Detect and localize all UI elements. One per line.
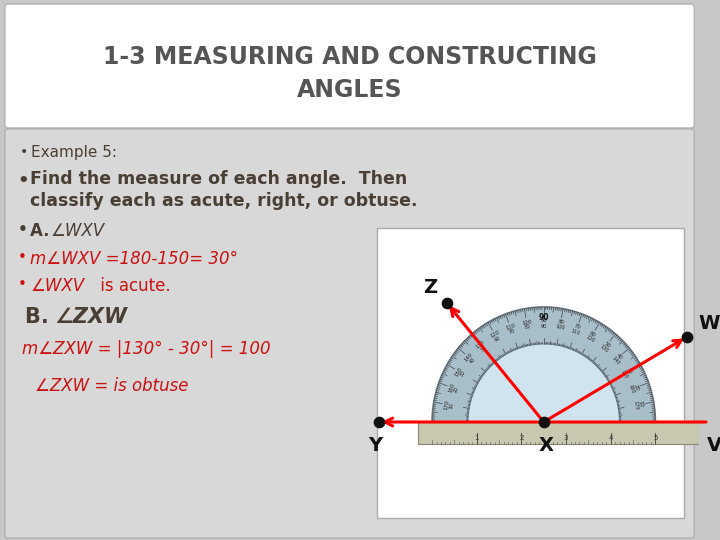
Text: 60: 60 [493,335,501,342]
Text: 1: 1 [474,435,479,441]
Text: Example 5:: Example 5: [31,145,117,160]
Text: m∠WXV =180-150= 30°: m∠WXV =180-150= 30° [30,250,238,268]
Text: 160: 160 [627,384,635,394]
Text: ANGLES: ANGLES [297,78,402,102]
Text: 4: 4 [608,435,613,441]
FancyBboxPatch shape [5,129,694,538]
Text: 70: 70 [508,328,516,335]
Text: 160: 160 [448,382,456,393]
Point [373,417,384,426]
Text: 90: 90 [539,314,549,322]
Text: 40: 40 [615,353,623,361]
Text: ∠WXV: ∠WXV [30,277,84,295]
Text: •: • [17,172,29,190]
Text: 3: 3 [564,435,568,441]
Polygon shape [468,344,619,422]
Text: 60: 60 [589,330,597,339]
Bar [418,422,708,444]
Point [538,417,549,426]
Text: m∠ZXW = |130° - 30°| = 100: m∠ZXW = |130° - 30°| = 100 [22,340,271,358]
Text: Z: Z [423,278,437,297]
Text: 150: 150 [620,369,629,379]
Text: A.: A. [30,222,55,240]
Text: 1-3 MEASURING AND CONSTRUCTING: 1-3 MEASURING AND CONSTRUCTING [103,45,596,69]
Text: is acute.: is acute. [95,277,171,295]
Text: 5: 5 [653,435,657,441]
Text: 80: 80 [557,320,564,326]
Text: 100: 100 [521,319,532,326]
Text: 110: 110 [570,328,581,336]
Text: 140: 140 [611,355,620,366]
Text: 130: 130 [475,340,486,350]
Text: 130: 130 [598,343,609,353]
Text: 30: 30 [459,370,467,378]
Text: 30: 30 [625,367,632,376]
Text: 90: 90 [541,323,546,328]
Circle shape [541,419,546,425]
Text: Y: Y [368,436,382,455]
Text: 20: 20 [632,383,639,392]
Text: V: V [707,436,720,455]
Text: •: • [17,277,27,292]
Text: •: • [17,250,27,265]
Text: 120: 120 [489,330,500,339]
Text: 140: 140 [464,352,474,362]
Text: 50: 50 [480,345,488,353]
FancyBboxPatch shape [377,228,683,518]
Text: Find the measure of each angle.  Then: Find the measure of each angle. Then [30,170,408,188]
Text: classify each as acute, right, or obtuse.: classify each as acute, right, or obtuse… [30,192,418,210]
Text: 10: 10 [637,401,644,408]
Text: 110: 110 [505,323,516,331]
Text: •: • [19,145,27,159]
Text: 170: 170 [444,399,451,410]
Text: 120: 120 [585,334,595,343]
Text: •: • [17,222,27,237]
FancyBboxPatch shape [5,4,694,128]
Point [681,333,693,341]
Text: ∠ZXW: ∠ZXW [55,307,127,327]
Point [441,299,453,308]
Text: 2: 2 [519,435,523,441]
Text: 170: 170 [632,400,639,410]
Text: 40: 40 [469,356,476,365]
Text: 50: 50 [603,341,611,349]
Text: 70: 70 [573,323,581,330]
Text: 80: 80 [524,325,531,330]
Text: 150: 150 [454,366,464,377]
Text: 20: 20 [453,386,459,393]
Point [703,417,714,426]
Text: X: X [538,436,553,455]
Text: W: W [698,314,720,333]
Polygon shape [432,307,655,422]
Text: ∠WXV: ∠WXV [50,222,104,240]
Text: ∠ZXW = is obtuse: ∠ZXW = is obtuse [35,377,189,395]
Text: 100: 100 [555,324,565,330]
Text: B.: B. [25,307,56,327]
Text: 90: 90 [541,319,547,323]
Text: 10: 10 [449,402,455,409]
